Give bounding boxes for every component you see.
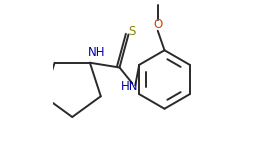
Text: HN: HN (121, 81, 138, 93)
Text: NH: NH (87, 46, 105, 59)
Text: S: S (128, 25, 136, 38)
Text: O: O (153, 18, 162, 31)
